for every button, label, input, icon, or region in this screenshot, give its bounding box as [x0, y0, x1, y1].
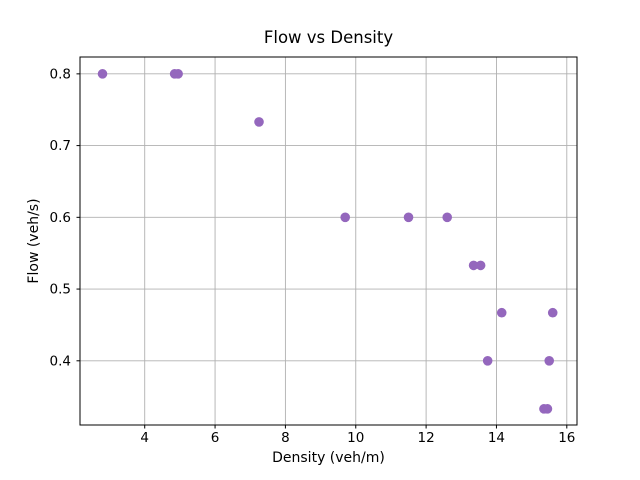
- y-tick-label: 0.4: [50, 353, 71, 369]
- x-tick-label: 16: [558, 430, 575, 446]
- data-point: [173, 69, 183, 79]
- data-point: [475, 260, 486, 271]
- x-tick-label: 10: [347, 430, 364, 446]
- x-tick-label: 4: [140, 430, 149, 446]
- plot-border: [79, 56, 578, 426]
- y-axis-label: Flow (veh/s): [26, 198, 42, 284]
- data-point: [340, 212, 351, 223]
- data-point: [97, 69, 108, 79]
- data-point: [468, 260, 479, 271]
- data-point: [496, 307, 507, 318]
- data-point: [482, 355, 493, 366]
- x-tick-label: 8: [281, 430, 290, 446]
- x-tick-label: 14: [488, 430, 505, 446]
- data-point: [542, 404, 553, 414]
- x-tick-label: 12: [418, 430, 435, 446]
- y-tick-label: 0.5: [50, 282, 71, 298]
- x-axis-label: Density (veh/m): [272, 450, 385, 466]
- y-tick-label: 0.8: [50, 66, 71, 82]
- data-point: [547, 307, 558, 318]
- data-point: [442, 212, 453, 223]
- data-point: [544, 355, 555, 366]
- y-tick-label: 0.7: [50, 138, 71, 154]
- data-point: [403, 212, 414, 223]
- x-tick-label: 6: [211, 430, 220, 446]
- data-point: [254, 117, 264, 127]
- y-tick-label: 0.6: [50, 210, 71, 226]
- chart-title: Flow vs Density: [263, 28, 394, 47]
